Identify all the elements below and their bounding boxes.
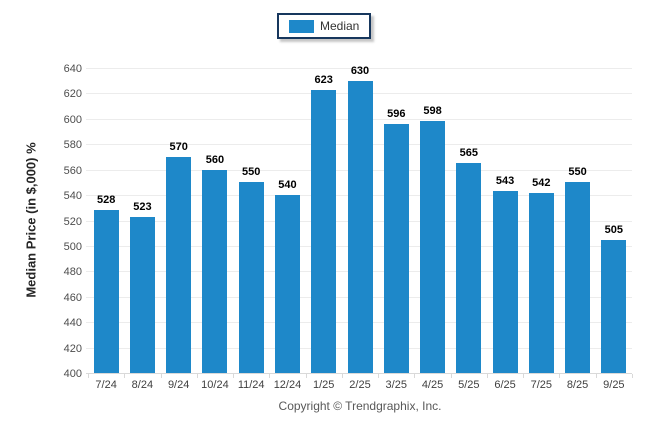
bar-9/25 [601, 239, 627, 373]
bar-10/24 [202, 169, 228, 373]
y-tick-label: 600 [63, 114, 82, 126]
bar-value-label: 623 [314, 73, 333, 86]
x-tick-label: 9/25 [603, 379, 625, 391]
bar-value-label: 542 [532, 176, 551, 189]
bar-value-label: 523 [133, 200, 152, 213]
x-axis-tick [451, 374, 452, 378]
y-tick-label: 420 [63, 343, 82, 355]
bar-5/25 [456, 163, 482, 373]
x-axis-tick [88, 374, 89, 378]
legend-label-median: Median [320, 19, 360, 33]
x-axis-tick [161, 374, 162, 378]
x-axis-tick [233, 374, 234, 378]
x-tick-label: 3/25 [385, 379, 407, 391]
x-axis-tick [414, 374, 415, 378]
x-tick-label: 4/25 [421, 379, 444, 391]
y-tick-label: 540 [63, 190, 82, 202]
bar-11/24 [238, 182, 264, 373]
x-axis-tick [523, 374, 524, 378]
bar-value-label: 570 [169, 140, 188, 153]
x-axis-tick [378, 374, 379, 378]
bar-value-label: 528 [96, 194, 116, 207]
y-tick-label: 640 [63, 63, 82, 75]
x-axis-tick [342, 374, 343, 378]
bar-value-label: 560 [205, 153, 225, 166]
y-axis-title: Median Price (in $,000) % [23, 142, 39, 298]
y-tick-label: 400 [63, 368, 82, 380]
y-tick-label: 480 [63, 266, 82, 278]
bar-value-label: 596 [387, 107, 406, 120]
y-tick-label: 580 [63, 139, 82, 151]
bar-12/24 [274, 195, 300, 373]
x-axis-tick [632, 374, 633, 378]
y-tick-label: 500 [63, 241, 82, 253]
bar-3/25 [383, 123, 409, 373]
bar-value-label: 543 [495, 175, 515, 188]
x-tick-label: 1/25 [313, 379, 335, 391]
y-tick-label: 460 [63, 292, 82, 304]
bar-value-label: 565 [459, 147, 478, 160]
x-axis-tick [559, 374, 560, 378]
x-axis-line [86, 373, 632, 374]
bar-2/25 [347, 80, 373, 373]
x-axis-tick [124, 374, 125, 378]
y-tick-label: 560 [63, 165, 82, 177]
bar-value-label: 550 [568, 166, 587, 179]
bar-value-label: 630 [350, 64, 370, 77]
copyright-text: Copyright © Trendgraphix, Inc. [278, 399, 442, 413]
legend: Median [277, 13, 372, 39]
x-tick-label: 5/25 [458, 379, 480, 391]
x-tick-label: 12/24 [273, 379, 302, 391]
x-tick-label: 7/25 [530, 379, 553, 391]
x-axis-tick [596, 374, 597, 378]
x-tick-label: 7/24 [95, 379, 117, 391]
x-tick-label: 10/24 [201, 379, 229, 391]
x-axis-tick [306, 374, 307, 378]
x-tick-label: 6/25 [494, 379, 516, 391]
x-axis-tick [197, 374, 198, 378]
x-axis-tick [487, 374, 488, 378]
x-tick-label: 11/24 [237, 379, 265, 391]
bar-6/25 [492, 191, 518, 373]
bar-value-label: 550 [242, 166, 261, 179]
bar-4/25 [420, 121, 446, 373]
y-tick-label: 440 [63, 317, 82, 329]
gridline [86, 68, 632, 69]
bar-value-label: 505 [604, 223, 624, 236]
x-tick-label: 2/25 [349, 379, 371, 391]
plot-area: 400 420 440 460 480 500 520 540 560 580 600 620 640 5… [64, 64, 633, 391]
bar-1/25 [311, 89, 337, 373]
bar-value-label: 540 [278, 179, 297, 192]
bar-8/25 [565, 182, 591, 373]
bar-value-label: 598 [423, 105, 442, 118]
bar-8/24 [129, 216, 155, 373]
y-tick-label: 620 [63, 88, 82, 100]
y-tick-label: 520 [63, 216, 82, 228]
bar-7/25 [528, 192, 554, 373]
x-axis-tick [269, 374, 270, 378]
x-tick-label: 8/24 [131, 379, 154, 391]
bar-9/24 [166, 156, 192, 373]
bar-7/24 [93, 210, 119, 373]
x-tick-label: 8/25 [566, 379, 589, 391]
x-tick-label: 9/24 [167, 379, 190, 391]
legend-swatch-median [289, 19, 314, 33]
